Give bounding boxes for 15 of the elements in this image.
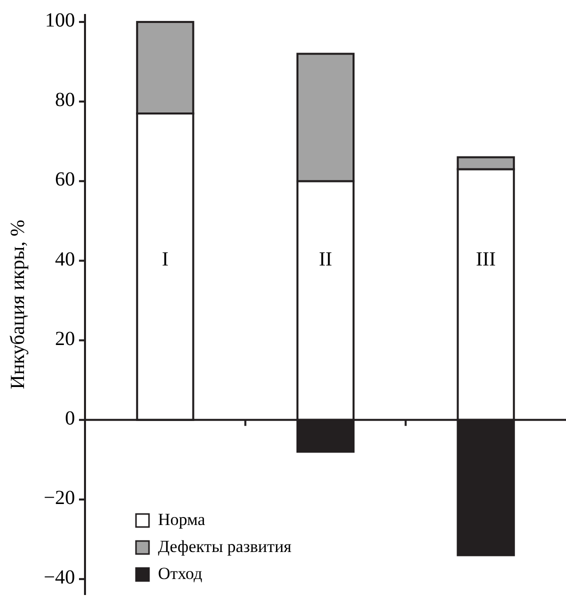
y-tick-label: 0 bbox=[65, 408, 75, 430]
x-tick-label: I bbox=[162, 248, 169, 270]
y-tick-label: 60 bbox=[55, 168, 75, 191]
legend-label: Дефекты развития bbox=[158, 536, 292, 556]
y-tick-label: 80 bbox=[55, 89, 75, 112]
y-tick-label: 20 bbox=[55, 328, 75, 350]
y-axis-title: Инкубация икры, % bbox=[7, 220, 29, 390]
y-tick-label: 40 bbox=[55, 248, 75, 270]
y-tick-label: 100 bbox=[45, 10, 75, 32]
y-tick-label: −40 bbox=[44, 566, 75, 589]
x-tick-label: III bbox=[476, 248, 496, 270]
x-tick-label: II bbox=[318, 248, 332, 270]
legend-label: Отход bbox=[158, 564, 203, 583]
y-tick-label: −20 bbox=[44, 487, 75, 510]
legend-label: Норма bbox=[158, 510, 206, 529]
